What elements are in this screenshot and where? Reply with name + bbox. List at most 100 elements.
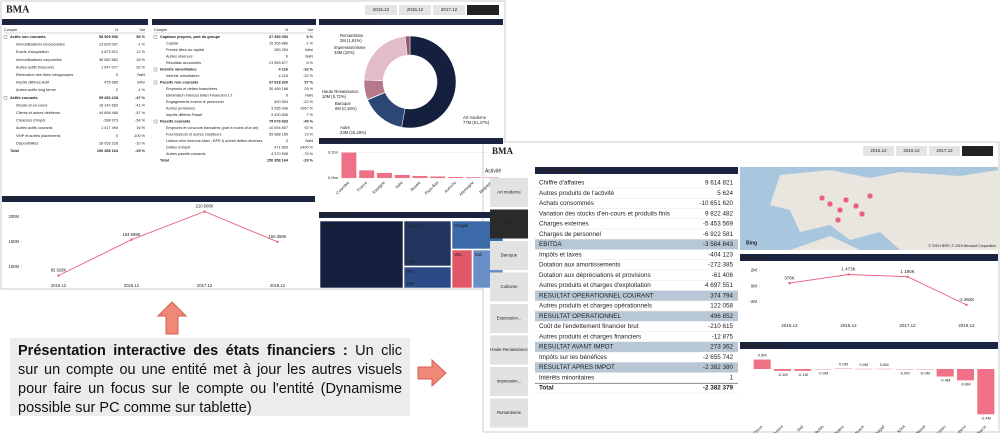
map-pin[interactable]: [818, 194, 826, 202]
expand-icon[interactable]: [3, 96, 8, 100]
treemap-cell[interactable]: [451, 249, 473, 289]
row-label[interactable]: Immobilisations incorporelles: [16, 43, 65, 47]
treemap-cell[interactable]: [403, 266, 452, 289]
bar[interactable]: [977, 369, 995, 415]
row-label[interactable]: Engagements envers le personnel: [166, 100, 224, 104]
row-label[interactable]: Ecarts d'acquisition: [16, 50, 49, 54]
row-label[interactable]: Achats consommés: [539, 200, 594, 207]
menu-button[interactable]: [490, 178, 528, 207]
expand-icon[interactable]: [153, 67, 158, 72]
row-label[interactable]: Elimination Intercos Bilan Financiers LT: [166, 94, 233, 98]
row-label[interactable]: Total: [160, 159, 169, 163]
row-label[interactable]: Immobilisations corporelles: [16, 58, 62, 62]
row-label[interactable]: Variation des stocks d'en-cours et produ…: [539, 210, 670, 217]
row-label[interactable]: RESULTAT AVANT IMPOT: [539, 344, 614, 351]
menu-label[interactable]: Baroque: [501, 253, 518, 258]
row-label[interactable]: RESULTAT APRES IMPOT: [539, 364, 615, 371]
row-label[interactable]: Dotation aux dépréciations et provisions: [539, 272, 651, 279]
row-label[interactable]: Autres réserves: [166, 55, 193, 59]
map-pin[interactable]: [842, 196, 850, 204]
donut-slice[interactable]: [401, 35, 457, 129]
year-tab[interactable]: [962, 146, 993, 156]
year-tab[interactable]: [399, 5, 431, 15]
menu-button[interactable]: [490, 367, 528, 396]
row-label[interactable]: Fournisseurs et autres créditeurs: [166, 133, 222, 137]
year-tab[interactable]: [365, 5, 397, 15]
row-label[interactable]: RESULTAT OPERATIONNEL: [539, 313, 621, 320]
menu-button[interactable]: [490, 241, 528, 270]
row-label[interactable]: RESULTAT OPERATIONNEL COURANT: [539, 292, 654, 299]
row-label[interactable]: Charges de personnel: [539, 231, 601, 238]
year-tab-label[interactable]: 2017.12: [441, 7, 458, 12]
row-label[interactable]: Elimination des titres intragroupes: [16, 73, 73, 77]
expand-icon[interactable]: [153, 35, 158, 39]
menu-button[interactable]: [490, 304, 528, 333]
year-tab-label[interactable]: 2016.12: [903, 148, 920, 153]
menu-button[interactable]: [490, 209, 528, 239]
map-pin[interactable]: [826, 200, 834, 208]
row-label[interactable]: Emprunts et dettes financières: [166, 87, 217, 91]
row-label[interactable]: Charges externes: [539, 221, 589, 228]
bar[interactable]: [430, 176, 446, 178]
row-label[interactable]: Autres passifs courants: [166, 152, 206, 156]
row-label[interactable]: Liaison elim Intercos bilan - BFR & autr…: [166, 139, 263, 143]
point[interactable]: [130, 238, 133, 241]
treemap-cell[interactable]: [319, 220, 404, 289]
treemap-cell[interactable]: [403, 220, 452, 267]
year-tab[interactable]: [433, 5, 465, 15]
bar[interactable]: [794, 369, 812, 371]
year-tab-label[interactable]: 2015.12: [373, 7, 390, 12]
bar[interactable]: [465, 177, 481, 178]
year-tab[interactable]: [929, 146, 960, 156]
point[interactable]: [276, 240, 279, 244]
row-label[interactable]: Autres actifs financiers: [16, 65, 54, 69]
bar[interactable]: [359, 170, 375, 178]
menu-label[interactable]: Haute Renaissance: [490, 347, 528, 352]
menu-label[interactable]: Romantisme: [497, 410, 522, 415]
row-label[interactable]: Autres actifs long terme: [16, 88, 56, 92]
year-tab-label[interactable]: 2018.12: [475, 7, 492, 12]
expand-icon[interactable]: [153, 80, 158, 85]
row-label[interactable]: Intérêts minoritaires: [160, 68, 197, 72]
row-label[interactable]: Créances d'impôt: [16, 119, 46, 123]
row-label[interactable]: Autres actifs courants: [16, 126, 53, 130]
row-label[interactable]: Passifs non courants: [160, 81, 198, 85]
row-label[interactable]: Capital: [166, 42, 178, 46]
menu-button[interactable]: [490, 398, 528, 428]
menu-button[interactable]: [490, 272, 528, 302]
row-label[interactable]: Dotation aux amortissements: [539, 262, 621, 269]
row-label[interactable]: Impôts sur les bénéfices: [539, 354, 607, 361]
row-label[interactable]: Autres provisions: [166, 107, 195, 111]
year-tab-label[interactable]: 2016.12: [407, 7, 424, 12]
menu-label[interactable]: Autres: [503, 221, 515, 226]
bar[interactable]: [394, 174, 410, 178]
bar[interactable]: [956, 369, 975, 381]
row-label[interactable]: Dettes d'impôt: [166, 146, 191, 150]
bar[interactable]: [483, 177, 499, 178]
point[interactable]: [788, 281, 791, 285]
point[interactable]: [847, 273, 850, 276]
year-tab[interactable]: [467, 5, 499, 15]
bar[interactable]: [376, 172, 392, 178]
row-label[interactable]: Chiffre d'affaires: [539, 180, 584, 187]
row-label[interactable]: Total: [539, 385, 554, 392]
row-label[interactable]: Autres produits et charges opérationnels: [539, 303, 652, 310]
bar[interactable]: [936, 369, 954, 377]
menu-button[interactable]: [490, 335, 528, 365]
row-label[interactable]: EBITDA: [539, 241, 563, 248]
donut-slice[interactable]: [404, 35, 411, 56]
menu-label[interactable]: Impression...: [497, 379, 522, 384]
map-pin[interactable]: [866, 192, 874, 200]
map-pin[interactable]: [852, 202, 860, 210]
point[interactable]: [203, 210, 206, 213]
year-tab[interactable]: [896, 146, 927, 156]
row-label[interactable]: Clients et autres débiteurs: [16, 111, 60, 115]
row-label[interactable]: Autres produits et charges d'exploitatio…: [539, 282, 651, 289]
map-pin[interactable]: [834, 216, 842, 224]
bar[interactable]: [753, 359, 771, 369]
menu-label[interactable]: Expression...: [497, 316, 522, 321]
bar[interactable]: [341, 152, 357, 178]
row-label[interactable]: Intérêts minoritaires: [539, 374, 594, 381]
bar[interactable]: [412, 175, 428, 178]
row-label[interactable]: Autres produits et charges financiers: [539, 333, 641, 340]
